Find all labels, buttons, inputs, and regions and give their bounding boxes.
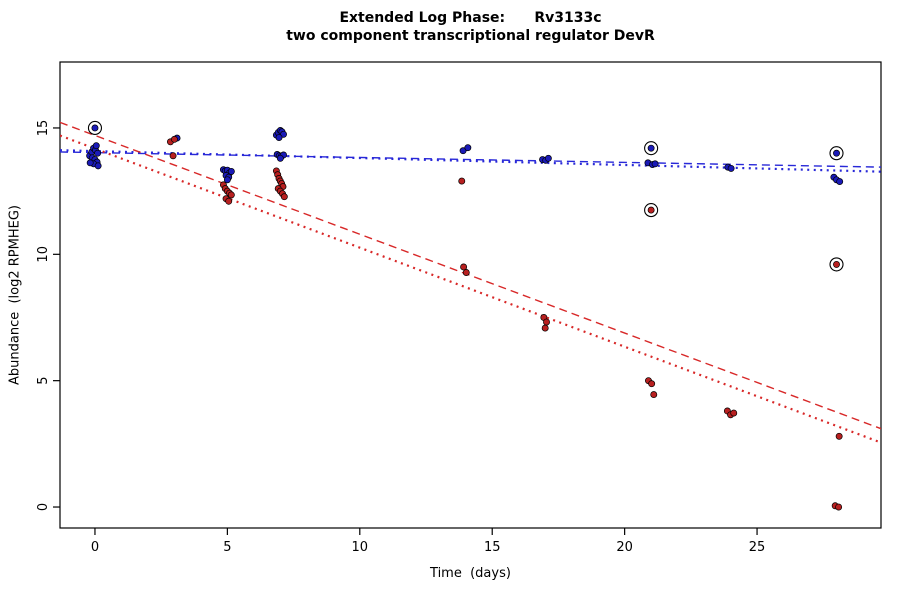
outlier-ring-blue [829, 146, 844, 161]
data-point-red [462, 269, 470, 276]
data-point-blue [651, 160, 659, 168]
data-point-red [543, 318, 550, 326]
series-blue [86, 120, 844, 185]
data-point-red [170, 135, 178, 143]
trendline-red-dashed [60, 121, 881, 430]
data-point-blue [727, 164, 735, 172]
trend-lines [60, 121, 881, 444]
plot-box [59, 61, 882, 529]
data-point-red [730, 409, 738, 417]
data-point-blue [94, 162, 102, 170]
y-tick-label: 5 [36, 377, 51, 385]
x-tick-label: 15 [484, 540, 501, 555]
data-point-blue [92, 142, 100, 150]
data-point-red [280, 193, 288, 201]
x-tick-label: 20 [616, 540, 633, 555]
data-point-red [541, 324, 549, 332]
data-point-red [169, 152, 177, 160]
x-tick-label: 25 [749, 540, 766, 555]
data-point-blue [647, 144, 655, 152]
outlier-ring-blue [87, 120, 103, 136]
y-axis: 0 5 10 15 [36, 120, 60, 511]
data-point-red [835, 432, 843, 440]
data-point-blue [459, 147, 467, 155]
data-point-red [460, 263, 468, 271]
y-tick-label: 15 [36, 120, 51, 137]
data-point-blue [836, 178, 844, 185]
outlier-ring-blue [644, 141, 659, 156]
data-point-red [835, 503, 843, 511]
x-tick-label: 5 [223, 540, 231, 555]
outlier-ring-red [644, 203, 659, 218]
chart-title-line2: two component transcriptional regulator … [286, 28, 655, 44]
data-point-red [647, 206, 655, 214]
data-point-blue [86, 159, 94, 167]
y-tick-label: 0 [36, 503, 51, 511]
x-tick-label: 10 [352, 540, 369, 555]
outlier-ring-red [829, 257, 844, 272]
data-point-blue [275, 134, 283, 142]
data-point-red [648, 380, 656, 388]
data-point-red [458, 177, 466, 185]
data-point-blue [223, 176, 231, 184]
data-point-red [227, 191, 235, 199]
x-axis: 0 5 10 15 20 25 [91, 528, 766, 555]
chart-title-line1: Extended Log Phase: Rv3133c [339, 10, 602, 26]
trendline-blue-dashed [60, 151, 881, 168]
data-point-red [650, 391, 658, 399]
data-point-red [833, 260, 840, 268]
x-axis-label: Time (days) [430, 566, 511, 581]
data-point-blue [227, 167, 235, 175]
data-point-blue [276, 154, 284, 162]
data-point-blue [94, 149, 102, 157]
chart-title: Extended Log Phase: Rv3133c two componen… [60, 9, 881, 45]
trendline-blue-dotted [60, 149, 881, 173]
data-point-red [225, 197, 233, 205]
x-tick-label: 0 [91, 540, 99, 555]
data-point-blue [833, 149, 840, 157]
data-point-blue [544, 154, 552, 162]
data-point-blue [464, 144, 472, 152]
series-red [166, 135, 844, 511]
trendline-red-dotted [60, 134, 881, 444]
data-point-blue [91, 124, 99, 132]
y-tick-label: 10 [36, 246, 51, 263]
